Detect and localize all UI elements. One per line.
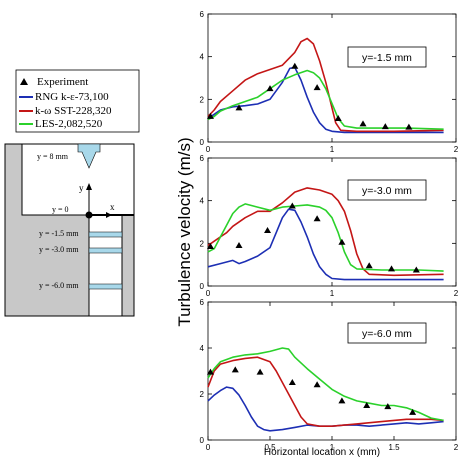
- experiment-point: [206, 243, 214, 250]
- station-bar-1: [88, 231, 123, 238]
- series-line-1: [207, 208, 444, 281]
- legend-frame: [15, 69, 140, 133]
- x-tick-label: 1: [330, 289, 335, 298]
- experiment-point: [388, 265, 396, 272]
- experiment-point: [206, 368, 214, 375]
- experiment-point: [264, 227, 272, 234]
- schematic-slot: [88, 214, 123, 317]
- x-tick-label: 0.5: [264, 443, 276, 452]
- y-tick-label: 2: [200, 239, 205, 248]
- x-tick-label: 1: [330, 443, 335, 452]
- station-annotation: y=-6.0 mm: [362, 328, 412, 340]
- x-tick-label: 2: [454, 145, 459, 154]
- station-annotation-box: [347, 322, 427, 344]
- y-tick-label: 2: [200, 95, 205, 104]
- legend: Experiment RNG k-ε-73,100 k-ω SST-228,32…: [15, 69, 140, 133]
- plot-frame: [207, 157, 457, 287]
- experiment-point: [384, 403, 392, 410]
- experiment-point: [206, 112, 214, 119]
- x-arrowhead-icon: [106, 212, 112, 218]
- y-axis-title: Turbulence velocity (m/s): [175, 137, 194, 326]
- origin-dot: [85, 211, 93, 219]
- y-tick-label: 0: [200, 282, 205, 291]
- y-tick-label: 6: [200, 298, 205, 307]
- x-tick-label: 1: [330, 145, 335, 154]
- experiment-point: [235, 241, 243, 248]
- schematic-y-label: y: [79, 183, 84, 193]
- series-line-2: [207, 356, 444, 427]
- experiment-point: [381, 123, 389, 130]
- experiment-point: [313, 84, 321, 91]
- x-tick-label: 0: [206, 145, 211, 154]
- series-line-2: [207, 37, 444, 133]
- schematic-x-label: x: [110, 202, 115, 212]
- series-line-2: [207, 187, 444, 277]
- experiment-point: [291, 62, 299, 69]
- legend-label-experiment: Experiment: [37, 76, 88, 88]
- panel-y-1-5: 0 2 4 6 0 1 2 y=-1.5 mm: [200, 10, 459, 154]
- schematic-upper-chamber: [21, 143, 135, 216]
- x-tick-label: 0: [206, 289, 211, 298]
- experiment-point: [288, 202, 296, 209]
- station-label-1: y = -1.5 mm: [39, 229, 79, 238]
- station-label-3: y = -6.0 mm: [39, 281, 79, 290]
- experiment-point: [412, 266, 420, 273]
- station-annotation: y=-1.5 mm: [362, 52, 412, 64]
- station-annotation-box: [347, 46, 427, 68]
- x-tick-label: 1.5: [388, 443, 400, 452]
- series-line-3: [207, 69, 444, 130]
- schematic: y = 8 mm y x y = 0 y = -1.5 mm y = -3.0 …: [4, 143, 135, 317]
- experiment-point: [334, 115, 342, 122]
- experiment-point: [231, 366, 239, 373]
- legend-label-sst: k-ω SST-228,320: [35, 105, 112, 117]
- station-label-2: y = -3.0 mm: [39, 245, 79, 254]
- experiment-point: [288, 379, 296, 385]
- panel-y-6-0: 0 2 4 6 0 0.5 1 1.5 2 y=-6.0 mm: [200, 298, 459, 452]
- y-tick-label: 4: [200, 344, 205, 353]
- x-tick-label: 2: [454, 289, 459, 298]
- origin-label: y = 0: [52, 205, 69, 214]
- y-tick-label: 6: [200, 154, 205, 163]
- y-tick-label: 2: [200, 390, 205, 399]
- inlet-label: y = 8 mm: [37, 152, 69, 161]
- inlet-arrow-icon: [77, 143, 101, 169]
- y-tick-label: 0: [200, 138, 205, 147]
- x-axis-title: Horizontal location x (mm): [264, 447, 380, 458]
- experiment-point: [338, 397, 346, 404]
- experiment-point: [359, 120, 367, 127]
- y-tick-label: 0: [200, 436, 205, 445]
- station-bar-3: [88, 283, 123, 290]
- experiment-point: [266, 85, 274, 92]
- station-bar-2: [88, 247, 123, 254]
- panel-y-3-0: 0 2 4 6 0 1 2 y=-3.0 mm: [200, 154, 459, 298]
- series-line-3: [207, 347, 444, 422]
- legend-label-rng: RNG k-ε-73,100: [35, 91, 109, 103]
- y-tick-label: 6: [200, 10, 205, 19]
- experiment-point: [365, 262, 373, 269]
- experiment-point: [405, 123, 413, 130]
- legend-marker-experiment: [20, 78, 28, 85]
- experiment-point: [313, 381, 321, 388]
- plot-frame: [207, 13, 457, 143]
- experiment-point: [363, 402, 371, 408]
- station-annotation: y=-3.0 mm: [362, 185, 412, 197]
- experiment-point: [313, 215, 321, 222]
- x-tick-label: 0: [206, 443, 211, 452]
- station-annotation-box: [347, 179, 427, 201]
- y-tick-label: 4: [200, 197, 205, 206]
- y-arrowhead-icon: [86, 183, 92, 190]
- series-line-1: [207, 386, 444, 432]
- x-tick-label: 2: [454, 443, 459, 452]
- series-line-3: [207, 203, 444, 272]
- experiment-point: [409, 408, 417, 415]
- experiment-point: [235, 104, 243, 111]
- legend-label-les: LES-2,082,520: [35, 118, 103, 130]
- experiment-point: [338, 238, 346, 245]
- experiment-point: [256, 368, 264, 375]
- y-tick-label: 4: [200, 53, 205, 62]
